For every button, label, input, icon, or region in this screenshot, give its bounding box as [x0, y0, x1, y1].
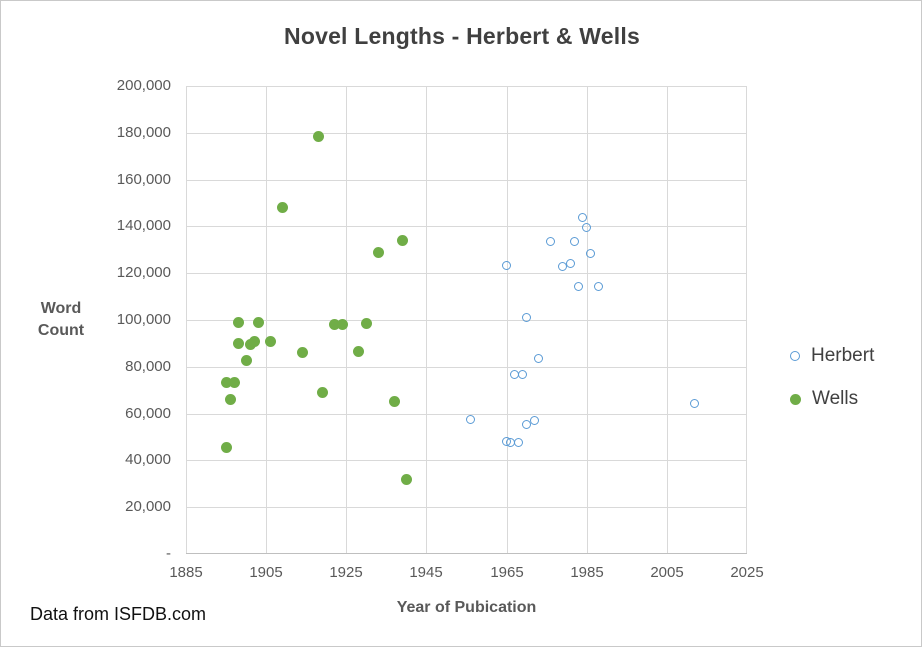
- y-tick-label: 160,000: [116, 171, 171, 188]
- data-point-herbert[interactable]: [466, 414, 475, 424]
- data-point-wells[interactable]: [316, 387, 328, 399]
- y-tick-label: 200,000: [116, 77, 171, 94]
- data-point-herbert[interactable]: [586, 248, 596, 258]
- y-tick-label: 80,000: [125, 358, 171, 375]
- y-tick-label: -: [166, 545, 171, 562]
- gridline-y-140,000: [186, 226, 747, 227]
- gridline-y-180,000: [186, 133, 747, 134]
- x-axis-title: Year of Pubication: [396, 599, 537, 616]
- data-point-herbert[interactable]: [522, 313, 532, 323]
- data-point-herbert[interactable]: [574, 281, 584, 291]
- data-point-herbert[interactable]: [594, 281, 604, 291]
- gridline-y--: [186, 553, 747, 554]
- x-tick-label: 2025: [730, 564, 764, 581]
- data-point-herbert[interactable]: [518, 370, 528, 380]
- gridline-y-160,000: [186, 180, 747, 181]
- gridline-y-60,000: [186, 414, 747, 415]
- y-tick-label: 120,000: [116, 264, 171, 281]
- data-point-herbert[interactable]: [530, 416, 540, 426]
- data-point-herbert[interactable]: [534, 354, 544, 364]
- data-point-herbert[interactable]: [546, 237, 556, 247]
- legend-item-wells[interactable]: Wells: [790, 388, 874, 410]
- data-point-wells[interactable]: [220, 376, 232, 388]
- data-point-wells[interactable]: [220, 442, 232, 454]
- data-point-wells[interactable]: [248, 335, 260, 347]
- data-point-wells[interactable]: [296, 347, 308, 359]
- x-tick-label: 1945: [409, 564, 443, 581]
- gridline-y-40,000: [186, 460, 747, 461]
- legend-item-herbert[interactable]: Herbert: [790, 345, 874, 367]
- x-tick-label: 1885: [169, 564, 203, 581]
- x-tick-label: 1925: [329, 564, 363, 581]
- wells-filled-circle-icon: [790, 393, 801, 405]
- legend-label-herbert: Herbert: [811, 345, 875, 366]
- y-tick-label: 140,000: [116, 217, 171, 234]
- source-note: Data from ISFDB.com: [30, 604, 207, 624]
- gridline-y-20,000: [186, 507, 747, 508]
- gridline-y-200,000: [186, 86, 747, 87]
- data-point-herbert[interactable]: [690, 398, 700, 408]
- y-tick-label: 20,000: [125, 498, 171, 515]
- data-point-herbert[interactable]: [522, 419, 532, 429]
- data-point-wells[interactable]: [336, 319, 348, 331]
- legend: Herbert Wells: [790, 345, 874, 431]
- data-point-herbert[interactable]: [578, 212, 588, 222]
- herbert-open-circle-icon: [790, 351, 800, 361]
- data-point-wells[interactable]: [252, 316, 264, 328]
- data-point-herbert[interactable]: [570, 237, 580, 247]
- gridline-y-100,000: [186, 320, 747, 321]
- data-point-wells[interactable]: [328, 319, 340, 331]
- data-point-herbert[interactable]: [514, 438, 524, 448]
- data-point-wells[interactable]: [232, 337, 244, 349]
- data-point-wells[interactable]: [388, 396, 400, 408]
- data-point-wells[interactable]: [400, 473, 412, 485]
- chart-title: Novel Lengths - Herbert & Wells: [284, 23, 640, 49]
- data-point-wells[interactable]: [276, 202, 288, 214]
- data-point-wells[interactable]: [228, 376, 240, 388]
- data-point-wells[interactable]: [232, 316, 244, 328]
- data-point-wells[interactable]: [312, 130, 324, 142]
- data-point-herbert[interactable]: [582, 223, 592, 233]
- data-point-wells[interactable]: [396, 234, 408, 246]
- x-tick-label: 1965: [490, 564, 524, 581]
- data-point-wells[interactable]: [224, 394, 236, 406]
- y-tick-label: 40,000: [125, 451, 171, 468]
- y-tick-label: 60,000: [125, 405, 171, 422]
- legend-label-wells: Wells: [812, 388, 859, 409]
- y-tick-label: 100,000: [116, 311, 171, 328]
- data-point-wells[interactable]: [352, 346, 364, 358]
- plot-area: [186, 86, 747, 554]
- gridline-y-80,000: [186, 367, 747, 368]
- data-point-wells[interactable]: [240, 355, 252, 367]
- y-tick-label: 180,000: [116, 124, 171, 141]
- gridline-y-120,000: [186, 273, 747, 274]
- x-tick-label: 1985: [570, 564, 604, 581]
- x-tick-label: 1905: [249, 564, 283, 581]
- data-point-herbert[interactable]: [566, 259, 576, 269]
- y-axis-title: Word Count: [37, 300, 85, 339]
- data-point-wells[interactable]: [372, 246, 384, 258]
- x-tick-label: 2005: [650, 564, 684, 581]
- data-point-wells[interactable]: [264, 335, 276, 347]
- data-point-herbert[interactable]: [502, 260, 512, 270]
- data-point-wells[interactable]: [360, 318, 372, 329]
